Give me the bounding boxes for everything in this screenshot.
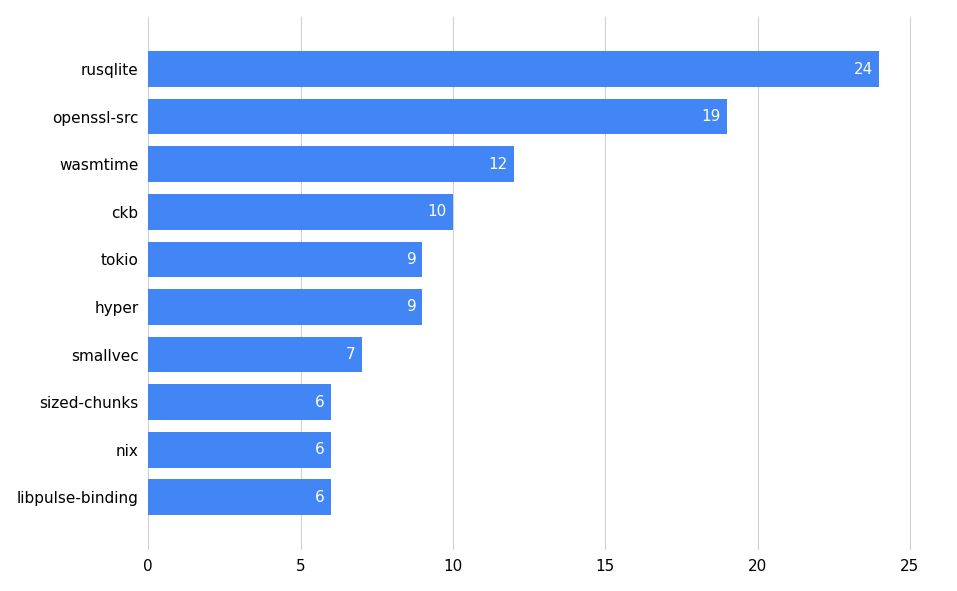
Text: 9: 9 (407, 252, 416, 267)
Text: 10: 10 (428, 204, 447, 219)
Text: 9: 9 (407, 300, 416, 314)
Text: 6: 6 (315, 395, 325, 410)
Text: 12: 12 (488, 157, 508, 171)
Text: 24: 24 (854, 61, 874, 76)
Text: 7: 7 (345, 347, 355, 362)
Bar (148, 194, 453, 230)
Bar (148, 479, 331, 515)
Bar (148, 242, 422, 277)
Bar (148, 289, 422, 325)
Bar (148, 51, 879, 87)
Bar (148, 147, 514, 182)
Bar (148, 432, 331, 467)
Text: 6: 6 (315, 442, 325, 457)
Text: 6: 6 (315, 490, 325, 505)
Bar (148, 384, 331, 420)
Bar (148, 99, 727, 134)
Bar (148, 337, 362, 372)
Text: 19: 19 (701, 109, 721, 124)
